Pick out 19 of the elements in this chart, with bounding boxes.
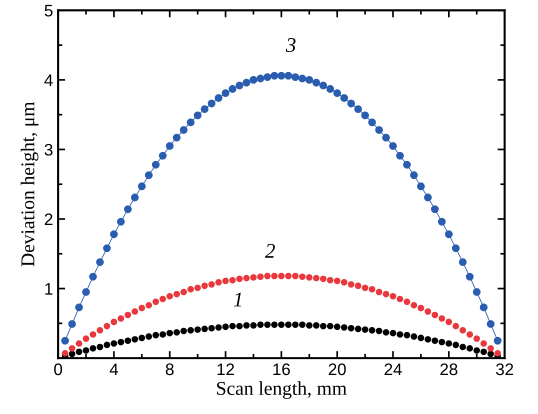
x-tick-label: 20 — [328, 363, 346, 376]
y-tick-label: 3 — [44, 144, 53, 156]
x-tick-label: 4 — [110, 364, 118, 376]
x-tick-label: 0 — [54, 363, 62, 376]
y-tick-label: 4 — [44, 74, 53, 86]
y-tick-label: 1 — [45, 283, 52, 295]
x-axis-title: Scan length, mm — [217, 381, 347, 399]
annotation: 3 — [286, 38, 296, 52]
x-tick-label: 28 — [440, 363, 458, 376]
x-tick-label: 32 — [496, 363, 514, 376]
x-tick-label: 12 — [218, 363, 234, 376]
x-tick-label: 8 — [166, 363, 174, 376]
x-tick-label: 24 — [384, 363, 402, 376]
y-tick-label: 5 — [44, 4, 53, 17]
y-axis-title: Deviation height, μm — [20, 102, 38, 266]
annotation: 2 — [265, 244, 275, 258]
x-tick-label: 16 — [273, 363, 290, 376]
y-tick-label: 2 — [44, 213, 52, 226]
annotation: 1 — [234, 292, 242, 306]
